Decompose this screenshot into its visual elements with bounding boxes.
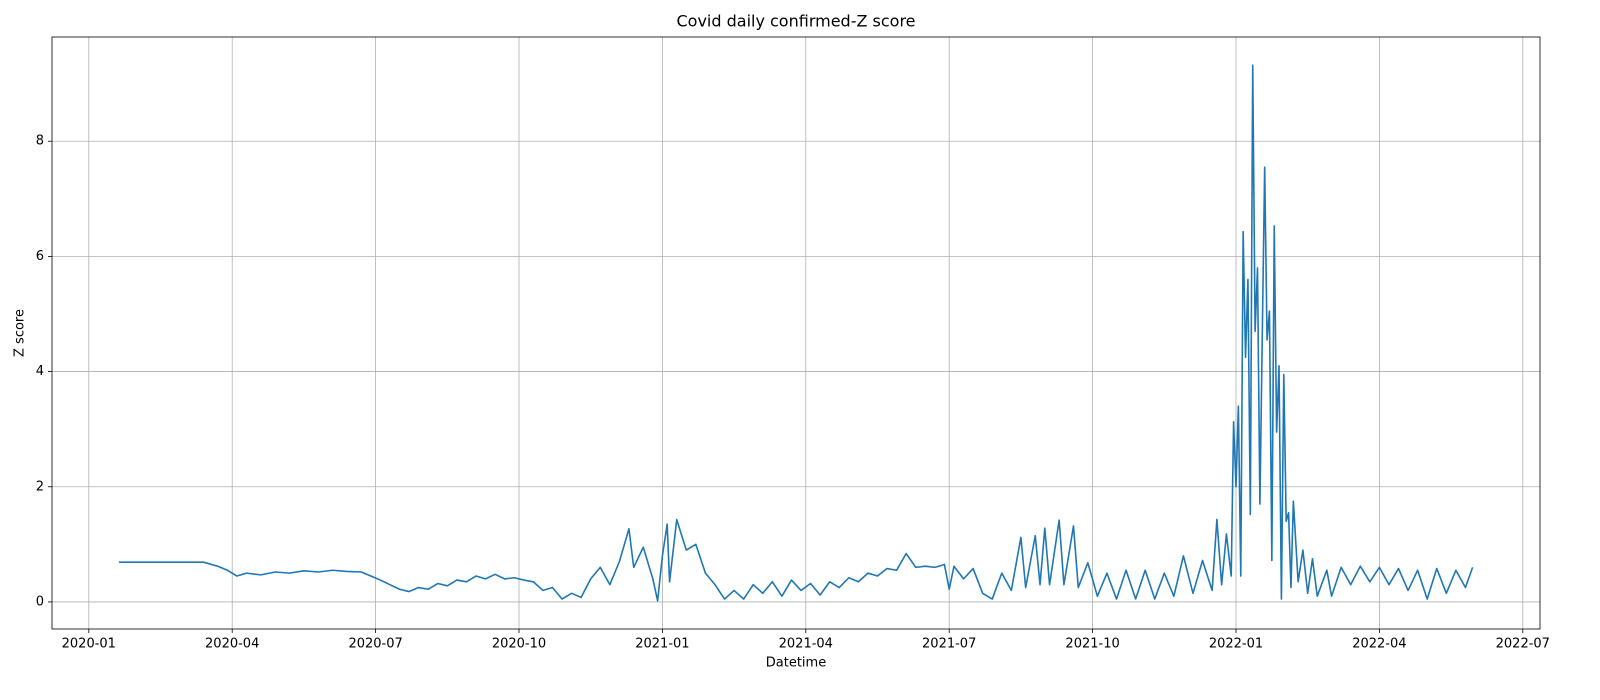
chart-title: Covid daily confirmed-Z score bbox=[676, 12, 915, 31]
plot-frame bbox=[51, 36, 1541, 630]
y-axis-label: Z score bbox=[13, 309, 28, 357]
x-tick-label: 2021-10 bbox=[1065, 637, 1119, 652]
x-tick-label: 2022-04 bbox=[1352, 637, 1406, 652]
y-tick-label: 0 bbox=[36, 594, 44, 609]
x-tick-label: 2021-07 bbox=[922, 637, 976, 652]
x-tick-label: 2022-01 bbox=[1209, 637, 1263, 652]
y-tick-label: 4 bbox=[36, 364, 44, 379]
x-tick-label: 2020-04 bbox=[205, 637, 259, 652]
data-line bbox=[118, 64, 1474, 602]
y-tick-label: 6 bbox=[36, 249, 44, 264]
y-tick-label: 8 bbox=[36, 134, 44, 149]
x-axis-label: Datetime bbox=[766, 656, 826, 671]
y-tick-label: 2 bbox=[36, 479, 44, 494]
x-tick-label: 2020-07 bbox=[348, 637, 402, 652]
x-tick-label: 2022-07 bbox=[1496, 637, 1550, 652]
x-tick-label: 2021-01 bbox=[635, 637, 689, 652]
x-tick-label: 2020-10 bbox=[492, 637, 546, 652]
x-tick-label: 2021-04 bbox=[779, 637, 833, 652]
x-tick-label: 2020-01 bbox=[62, 637, 116, 652]
